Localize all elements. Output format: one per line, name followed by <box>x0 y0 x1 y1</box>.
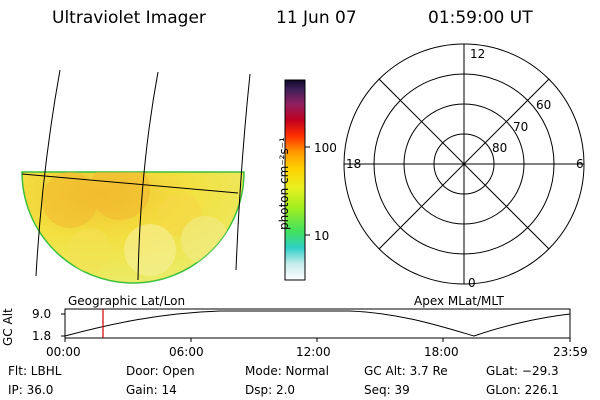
mlt-label-18: 18 <box>346 157 362 171</box>
lat-label-60: 60 <box>536 98 552 112</box>
apex-label: Apex MLat/MLT <box>414 294 504 308</box>
date-label: 11 Jun 07 <box>276 8 357 28</box>
altitude-ytick-1-8: 1.8 <box>32 329 52 343</box>
polar-dial <box>343 43 585 285</box>
colorbar <box>284 79 306 281</box>
filter-value: Flt: LBHL <box>8 364 62 378</box>
colorbar-tick-10: 10 <box>314 229 330 243</box>
time-tick-2359: 23:59 <box>553 345 588 359</box>
ip-value: IP: 36.0 <box>8 383 54 397</box>
geographic-label: Geographic Lat/Lon <box>68 294 186 308</box>
lat-label-70: 70 <box>513 120 529 134</box>
glat-value: GLat: −29.3 <box>486 364 559 378</box>
instrument-title: Ultraviolet Imager <box>52 8 206 28</box>
door-value: Door: Open <box>126 364 195 378</box>
meridian-line <box>137 71 159 281</box>
mlt-label-0: 0 <box>468 276 476 290</box>
glon-value: GLon: 226.1 <box>486 383 559 397</box>
altitude-ylabel: GC Alt <box>1 308 15 346</box>
mlt-label-12: 12 <box>470 47 486 61</box>
altitude-plot <box>61 308 571 342</box>
gc-alt-value: GC Alt: 3.7 Re <box>364 364 448 378</box>
time-tick-0600: 06:00 <box>169 345 204 359</box>
dsp-value: Dsp: 2.0 <box>245 383 296 397</box>
meridian-line <box>35 69 61 277</box>
seq-value: Seq: 39 <box>364 383 410 397</box>
mlt-label-6: 6 <box>576 157 584 171</box>
altitude-ytick-9: 9.0 <box>32 307 52 321</box>
time-tick-0000: 00:00 <box>46 345 81 359</box>
time-label: 01:59:00 UT <box>428 8 533 28</box>
lat-label-80: 80 <box>492 141 508 155</box>
colorbar-tick-100: 100 <box>314 141 337 155</box>
mode-value: Mode: Normal <box>245 364 329 378</box>
gain-value: Gain: 14 <box>126 383 177 397</box>
meridian-line <box>235 73 251 271</box>
colorbar-ticks <box>305 146 310 236</box>
uv-image <box>21 171 245 284</box>
altitude-curve <box>64 310 571 337</box>
colorbar-unit-label: photon cm⁻²s⁻¹ <box>277 137 291 230</box>
time-tick-1800: 18:00 <box>424 345 459 359</box>
time-tick-1200: 12:00 <box>296 345 331 359</box>
